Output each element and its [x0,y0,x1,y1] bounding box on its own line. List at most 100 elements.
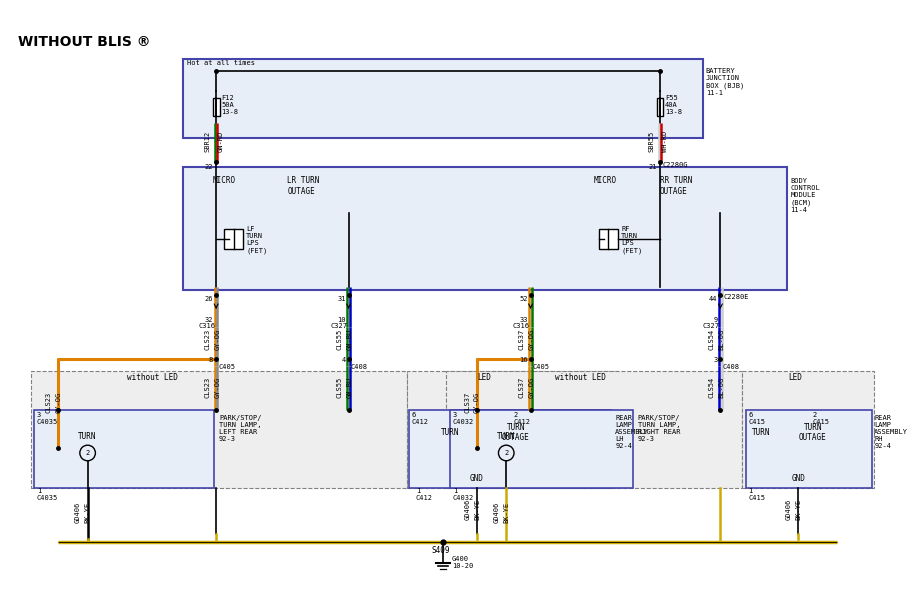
Text: SBR12: SBR12 [204,131,211,152]
Text: TURN
OUTAGE: TURN OUTAGE [799,423,827,442]
Text: BK-YE: BK-YE [84,502,91,523]
Text: GND: GND [792,474,805,483]
Bar [521,65,696,132]
Text: 2: 2 [85,450,90,456]
Text: BK-YE: BK-YE [503,502,509,523]
Text: 21: 21 [648,164,657,170]
Text: LR TURN
OUTAGE: LR TURN OUTAGE [287,176,320,196]
Text: C2280E: C2280E [724,294,749,300]
Text: C415: C415 [813,419,830,425]
Text: 26: 26 [204,296,213,302]
Bar [224,229,243,248]
Text: GY-OG: GY-OG [55,392,62,413]
Bar [449,410,633,488]
Text: C405: C405 [218,364,235,370]
Text: 32: 32 [204,317,213,323]
Text: 10: 10 [337,317,346,323]
Text: without LED: without LED [555,373,606,382]
Bar [183,167,786,290]
Text: MICRO: MICRO [212,176,235,185]
Text: CLS23: CLS23 [45,392,52,413]
Text: GD406: GD406 [74,502,81,523]
Text: SBR55: SBR55 [648,131,655,152]
Text: 1: 1 [749,488,753,494]
Bar [191,65,380,132]
Text: C316: C316 [513,323,529,329]
Text: LF
TURN
LPS
(FET): LF TURN LPS (FET) [246,226,268,254]
Text: C408: C408 [723,364,739,370]
Text: 1: 1 [453,488,457,494]
Text: LED: LED [788,373,803,382]
Bar [192,174,436,284]
Text: WITHOUT BLIS ®: WITHOUT BLIS ® [17,35,150,49]
Text: TURN: TURN [78,432,97,441]
Text: RR TURN
OUTAGE: RR TURN OUTAGE [660,176,693,196]
Text: C408: C408 [350,364,368,370]
Text: without LED: without LED [126,373,177,382]
Text: CLS54: CLS54 [708,328,715,350]
Text: 8: 8 [209,356,213,362]
Bar [35,410,214,488]
Text: C415: C415 [749,495,765,501]
Text: 44: 44 [709,296,717,302]
Text: BODY
CONTROL
MODULE
(BCM)
11-4: BODY CONTROL MODULE (BCM) 11-4 [791,179,820,213]
Text: C415: C415 [749,419,765,425]
Text: C327: C327 [331,323,348,329]
Text: 33: 33 [519,317,528,323]
Text: C2280G: C2280G [663,162,688,168]
Text: BL-OG: BL-OG [718,377,725,398]
Text: F55
40A
13-8: F55 40A 13-8 [665,95,682,115]
Text: TURN: TURN [497,432,516,441]
Text: 6: 6 [412,412,416,418]
Text: WH-RD: WH-RD [662,131,668,152]
Bar [407,371,618,488]
Text: CLS55: CLS55 [337,328,342,350]
Text: 4: 4 [341,356,346,362]
Text: C327: C327 [703,323,719,329]
Text: GY-OG: GY-OG [214,328,220,350]
Bar [598,229,618,248]
Text: GD406: GD406 [493,502,499,523]
Text: CLS37: CLS37 [464,392,470,413]
Text: G400
10-20: G400 10-20 [451,556,473,570]
Text: GN-BU: GN-BU [347,377,352,398]
Text: 3: 3 [37,412,41,418]
Bar [31,371,407,488]
Text: 3: 3 [714,356,717,362]
Text: C412: C412 [513,419,530,425]
Text: CLS23: CLS23 [204,377,211,398]
Text: GY-OG: GY-OG [214,377,220,398]
Text: C4035: C4035 [37,419,58,425]
Text: CLS23: CLS23 [204,328,211,350]
Text: MICRO: MICRO [594,176,617,185]
Text: GD406: GD406 [464,499,470,520]
Text: 22: 22 [204,164,213,170]
Text: CLS54: CLS54 [708,377,715,398]
Text: 31: 31 [337,296,346,302]
Bar [446,371,742,488]
Text: GND: GND [470,474,484,483]
Text: GY-OG: GY-OG [474,392,480,413]
Text: GY-OG: GY-OG [528,328,535,350]
Text: 16: 16 [519,356,528,362]
Text: TURN
OUTAGE: TURN OUTAGE [502,423,530,442]
Text: S409: S409 [432,547,450,556]
Bar [656,98,664,116]
Text: PARK/STOP/
TURN LAMP,
LEFT REAR
92-3: PARK/STOP/ TURN LAMP, LEFT REAR 92-3 [219,415,262,442]
Text: GY-OG: GY-OG [528,377,535,398]
Bar [212,98,220,116]
Text: C4032: C4032 [453,495,474,501]
Text: 9: 9 [714,317,717,323]
Text: C4035: C4035 [37,495,58,501]
Text: GN-BU: GN-BU [347,328,352,350]
Text: GN-RD: GN-RD [218,131,224,152]
Text: 52: 52 [519,296,528,302]
Text: 1: 1 [37,488,41,494]
Text: Hot at all times: Hot at all times [187,60,255,66]
Text: 2: 2 [513,412,518,418]
Text: TURN: TURN [752,428,770,437]
Text: RF
TURN
LPS
(FET): RF TURN LPS (FET) [621,226,642,254]
Text: C412: C412 [412,419,429,425]
Text: CLS37: CLS37 [518,328,525,350]
Text: C405: C405 [532,364,549,370]
